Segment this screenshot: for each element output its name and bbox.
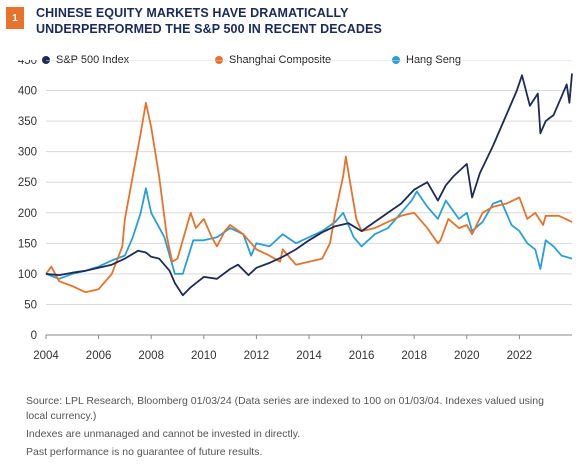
x-tick-label: 2016	[349, 350, 375, 362]
figure-number-badge: 1	[6, 7, 24, 29]
y-tick-label: 350	[18, 116, 37, 128]
x-tick-label: 2014	[296, 350, 322, 362]
chart-title: CHINESE EQUITY MARKETS HAVE DRAMATICALLY…	[36, 6, 382, 36]
y-tick-label: 300	[18, 147, 37, 159]
y-tick-label: 100	[18, 269, 37, 281]
y-tick-label: 150	[18, 238, 37, 250]
y-tick-label: 400	[18, 86, 37, 98]
series-line-shanghai	[45, 101, 573, 294]
y-tick-label: 200	[18, 208, 37, 220]
x-tick-label: 2008	[138, 350, 164, 362]
x-tick-label: 2012	[244, 350, 270, 362]
y-tick-label: 0	[31, 330, 37, 342]
series-line-hangseng	[45, 187, 573, 280]
x-tick-label: 2006	[86, 350, 112, 362]
line-chart: 0 50 100 150 200 250 300 350 400 450 2004 2006 2008 2…	[18, 60, 573, 362]
x-tick-label: 2020	[454, 350, 480, 362]
x-tick-label: 2018	[401, 350, 427, 362]
source-note: Source: LPL Research, Bloomberg 01/03/24…	[26, 395, 544, 422]
y-tick-label: 50	[24, 299, 37, 311]
disclaimer-past-performance: Past performance is no guarantee of futu…	[26, 446, 263, 458]
x-tick-label: 2022	[507, 350, 533, 362]
y-tick-label: 250	[18, 177, 37, 189]
x-tick-label: 2004	[33, 350, 59, 362]
disclaimer-unmanaged: Indexes are unmanaged and cannot be inve…	[26, 428, 301, 440]
footer: Source: LPL Research, Bloomberg 01/03/24…	[26, 394, 556, 460]
x-tick-label: 2010	[191, 350, 217, 362]
series-line-sp500	[45, 73, 573, 297]
y-tick-label: 450	[18, 60, 37, 67]
